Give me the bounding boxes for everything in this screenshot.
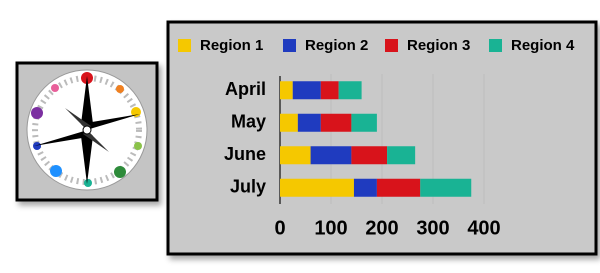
bar-segment <box>353 178 377 197</box>
x-tick-label: 200 <box>365 217 398 239</box>
bar-segment <box>280 113 298 132</box>
bar-segment <box>376 178 421 197</box>
legend-swatch <box>283 39 296 52</box>
bar-segment <box>292 81 321 100</box>
legend-swatch <box>178 39 191 52</box>
x-tick-label: 400 <box>467 217 500 239</box>
legend-label: Region 3 <box>407 37 470 54</box>
bar-segment <box>320 81 339 100</box>
legend-label: Region 2 <box>305 37 368 54</box>
legend-label: Region 1 <box>200 37 263 54</box>
y-tick-label: April <box>225 79 266 99</box>
legend-swatch <box>489 39 502 52</box>
legend-swatch <box>385 39 398 52</box>
bar-segment <box>320 113 352 132</box>
bar-segment <box>338 81 362 100</box>
y-tick-label: May <box>231 112 266 132</box>
x-tick-label: 0 <box>274 217 285 239</box>
bar-segment <box>351 146 388 165</box>
bar-segment <box>280 81 293 100</box>
bar-segment <box>310 146 352 165</box>
bar-segment <box>280 178 354 197</box>
bar-segment <box>297 113 321 132</box>
y-tick-label: July <box>230 177 266 197</box>
compass-icon <box>15 61 159 202</box>
x-tick-label: 100 <box>314 217 347 239</box>
legend-label: Region 4 <box>511 37 575 54</box>
y-tick-label: June <box>224 144 266 164</box>
x-tick-label: 300 <box>416 217 449 239</box>
bar-segment <box>351 113 377 132</box>
bar-segment <box>420 178 472 197</box>
bar-segment <box>280 146 311 165</box>
bar-segment <box>387 146 416 165</box>
